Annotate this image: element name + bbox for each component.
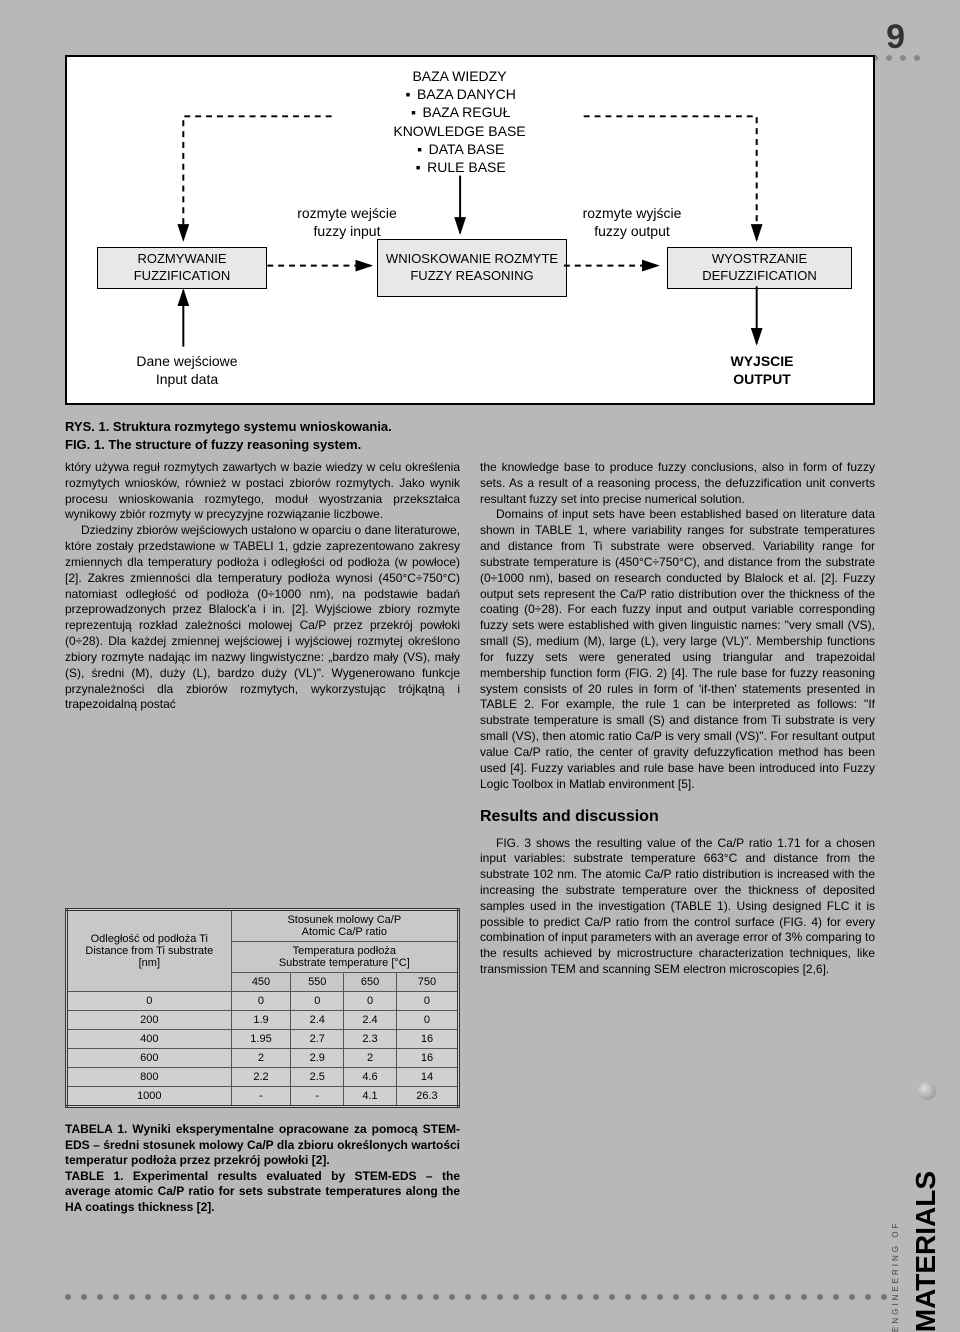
left-text-column: który używa reguł rozmytych zawartych w … [65,460,460,713]
right-p3: FIG. 3 shows the resulting value of the … [480,836,875,978]
defuzzification-box: WYOSTRZANIE DEFUZZIFICATION [667,247,852,289]
fuzzy-system-diagram: BAZA WIEDZY ▪ BAZA DANYCH ▪ BAZA REGUŁ K… [65,55,875,405]
fuzzification-box: ROZMYWANIE FUZZIFICATION [97,247,267,289]
sub-header: Temperatura podłoża Substrate temperatur… [231,942,458,973]
fuzzy-reasoning-box: WNIOSKOWANIE ROZMYTE FUZZY REASONING [377,239,567,297]
right-p2: Domains of input sets have been establis… [480,507,875,792]
table-row: 60022.9216 [67,1049,459,1068]
fuzzy-input-label: rozmyte wejście fuzzy input [277,205,417,240]
brand-materials: MATERIALS [910,1171,942,1332]
left-p2: Dziedziny zbiorów wejściowych ustalono w… [65,523,460,713]
table-row: 8002.22.54.614 [67,1068,459,1087]
kb-title-pl: BAZA WIEDZY [332,67,587,85]
input-data-label: Dane wejściowe Input data [122,352,252,388]
kb-item2-pl: ▪ BAZA REGUŁ [332,103,587,121]
page-number: 9 [886,18,905,57]
table-row: 2001.92.42.40 [67,1011,459,1030]
kb-item1-en: ▪ DATA BASE [332,140,587,158]
brand-circle-icon [918,1082,936,1100]
table-row: 1000--4.126.3 [67,1087,459,1107]
kb-title-en: KNOWLEDGE BASE [332,122,587,140]
results-heading: Results and discussion [480,806,875,827]
kb-item2-en: ▪ RULE BASE [332,158,587,176]
figure-caption: RYS. 1. Struktura rozmytego systemu wnio… [65,418,392,453]
col-header: Stosunek molowy Ca/P Atomic Ca/P ratio [231,910,458,942]
kb-item1-pl: ▪ BAZA DANYCH [332,85,587,103]
row-header: Odległość od podłoża Ti Distance from Ti… [67,910,232,992]
right-text-column: the knowledge base to produce fuzzy conc… [480,460,875,978]
knowledge-base-block: BAZA WIEDZY ▪ BAZA DANYCH ▪ BAZA REGUŁ K… [332,67,587,176]
left-p1: który używa reguł rozmytych zawartych w … [65,460,460,523]
data-table: Odległość od podłoża Ti Distance from Ti… [65,908,460,1108]
table-row: 4001.952.72.316 [67,1030,459,1049]
data-table-wrap: Odległość od podłoża Ti Distance from Ti… [65,908,460,1108]
right-p1: the knowledge base to produce fuzzy conc… [480,460,875,507]
table-caption: TABELA 1. Wyniki eksperymentalne opracow… [65,1122,460,1216]
decorative-dots-bottom [65,1294,887,1300]
fuzzy-output-label: rozmyte wyjście fuzzy output [557,205,707,240]
table-row: 00000 [67,992,459,1011]
output-label: WYJSCIE OUTPUT [707,352,817,388]
brand-engineering-of: ENGINEERING OF [891,1102,900,1332]
